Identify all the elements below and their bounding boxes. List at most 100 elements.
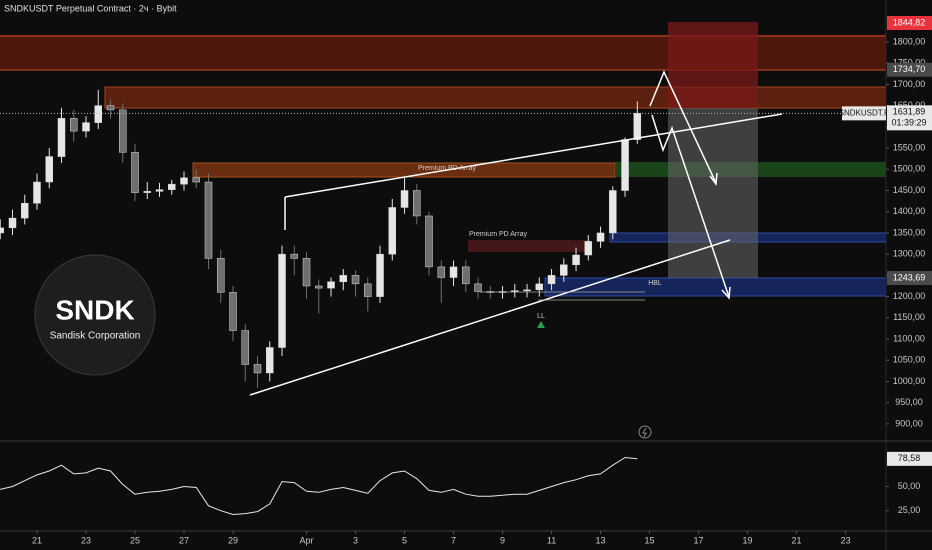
wedge-upper xyxy=(284,113,783,198)
candle-body xyxy=(20,202,29,219)
candle-body xyxy=(8,217,17,229)
y-tick-label: 1400,00 xyxy=(893,206,926,216)
candle-body xyxy=(241,330,250,365)
logo-badge xyxy=(34,254,156,376)
y-tick-label: 1650,00 xyxy=(893,100,926,110)
candle-body xyxy=(82,122,90,132)
y-tick-label: 1800,00 xyxy=(893,36,926,46)
x-tick-label: 25 xyxy=(130,535,140,545)
annotation: HBL xyxy=(648,280,662,287)
candle-body xyxy=(351,275,360,285)
candle-body xyxy=(523,289,531,292)
x-tick-label: 9 xyxy=(500,535,505,545)
candle-body xyxy=(327,281,335,289)
candle-body xyxy=(253,364,262,374)
symbol-box xyxy=(842,106,886,121)
wedge-lower xyxy=(249,239,731,396)
projection-arrow xyxy=(649,70,717,184)
candle-body xyxy=(290,253,299,259)
candle-body xyxy=(437,266,446,278)
candle-body xyxy=(0,227,4,234)
price-marker xyxy=(887,15,932,30)
candle-body xyxy=(155,189,164,192)
rsi-pane xyxy=(0,456,638,516)
candle-body xyxy=(70,118,78,132)
x-tick-label: 3 xyxy=(353,535,358,545)
candles xyxy=(0,89,642,388)
drawings xyxy=(249,70,783,396)
candle-body xyxy=(278,253,286,348)
price-marker-label: 1844,82 xyxy=(893,17,926,27)
candle-body xyxy=(609,190,617,234)
candle-body xyxy=(449,266,458,278)
arrow-head xyxy=(721,286,731,300)
y-tick-label: 1100,00 xyxy=(893,333,925,343)
candle-body xyxy=(560,264,568,276)
candle-body xyxy=(217,258,225,293)
candle-body xyxy=(572,254,580,266)
logo-company: Sandisk Corporation xyxy=(50,331,141,342)
candle-body xyxy=(33,181,41,204)
arrow-head xyxy=(709,172,718,187)
y-tick-label: 1300,00 xyxy=(893,249,926,259)
x-tick-label: Apr xyxy=(300,535,314,545)
countdown-label: 01:39:29 xyxy=(891,118,926,128)
annotation: Premium PD Array xyxy=(469,231,527,238)
candle-body xyxy=(168,183,176,190)
blue-zone xyxy=(544,277,887,297)
candle-body xyxy=(584,241,593,256)
candle-body xyxy=(315,285,323,289)
y-tick-label: 1500,00 xyxy=(893,164,926,174)
x-tick-label: 19 xyxy=(743,535,753,545)
rsi-value-label: 78,58 xyxy=(898,453,921,463)
y-tick-label: 25,00 xyxy=(898,505,921,515)
x-tick-label: 27 xyxy=(179,535,189,545)
x-tick-label: 23 xyxy=(841,535,851,545)
y-tick-label: 1700,00 xyxy=(893,79,926,89)
x-tick-label: 5 xyxy=(402,535,407,545)
y-tick-label: 1050,00 xyxy=(893,355,926,365)
candle-body xyxy=(621,139,629,191)
pd-array-zone xyxy=(468,240,590,252)
rsi-value-box xyxy=(887,451,932,466)
supply-zone xyxy=(104,86,887,109)
candle-body xyxy=(302,258,311,287)
candle-body xyxy=(94,105,103,123)
annotation: Premium PD Array xyxy=(418,165,476,172)
symbol-label: SNDKUSDT.P xyxy=(839,108,890,117)
candle-body xyxy=(339,275,348,282)
x-tick-label: 23 xyxy=(81,535,91,545)
candle-body xyxy=(400,190,409,208)
candle-body xyxy=(364,283,372,297)
axes: 900,00950,001000,001050,001100,001150,00… xyxy=(0,15,932,545)
x-tick-label: 7 xyxy=(451,535,456,545)
candle-body xyxy=(511,290,519,292)
y-tick-label: 1450,00 xyxy=(893,185,926,195)
x-tick-label: 13 xyxy=(596,535,606,545)
x-tick-label: 15 xyxy=(645,535,655,545)
candle-body xyxy=(413,190,421,217)
rsi-line xyxy=(0,456,638,516)
x-tick-label: 17 xyxy=(694,535,704,545)
candle-body xyxy=(266,347,274,374)
y-tick-label: 1350,00 xyxy=(893,227,926,237)
y-tick-label: 1200,00 xyxy=(893,291,926,301)
orderblock-zone xyxy=(192,162,616,178)
price-marker-label: 1734,70 xyxy=(893,64,926,74)
y-tick-label: 1750,00 xyxy=(893,58,926,68)
y-tick-label: 1150,00 xyxy=(893,312,925,322)
candle-body xyxy=(425,215,433,268)
price-marker xyxy=(887,62,932,77)
event-icon[interactable] xyxy=(638,425,652,439)
chart-title: SNDKUSDT Perpetual Contract · 2ч · Bybit xyxy=(4,3,177,13)
annotation: LL xyxy=(537,313,545,320)
y-tick-label: 900,00 xyxy=(895,418,923,428)
x-tick-label: 21 xyxy=(792,535,802,545)
candle-body xyxy=(204,181,213,259)
candle-body xyxy=(192,177,201,183)
candle-body xyxy=(376,253,384,297)
candle-body xyxy=(106,105,115,111)
current-price-label: 1631,89 xyxy=(893,107,926,117)
